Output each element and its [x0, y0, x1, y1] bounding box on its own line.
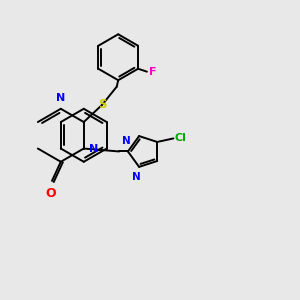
Text: N: N	[89, 143, 98, 154]
Text: Cl: Cl	[175, 134, 187, 143]
Text: S: S	[98, 98, 106, 111]
Text: N: N	[56, 94, 65, 103]
Text: O: O	[45, 188, 56, 200]
Text: N: N	[122, 136, 131, 146]
Text: F: F	[149, 67, 157, 77]
Text: N: N	[132, 172, 140, 182]
